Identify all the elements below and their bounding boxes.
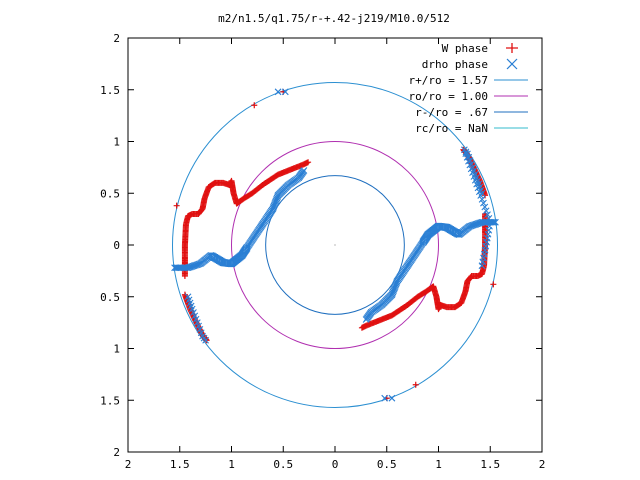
x-tick-label: 1.5: [480, 458, 500, 471]
drho-phase-point: [469, 169, 476, 177]
drho-phase-point: [481, 203, 489, 211]
y-tick-label: 1.5: [100, 84, 120, 97]
drho-phase-point: [480, 199, 487, 207]
x-tick-label: 1: [435, 458, 442, 471]
y-tick-label: 1.5: [100, 394, 120, 407]
legend-label: rc/ro = NaN: [415, 122, 488, 135]
x-tick-label: 2: [539, 458, 546, 471]
drho-phase-point: [478, 195, 486, 203]
legend-label: ro/ro = 1.00: [409, 90, 488, 103]
drho-phase-series: [171, 88, 499, 402]
x-tick-label: 1.5: [170, 458, 190, 471]
y-tick-label: 0: [113, 239, 120, 252]
drho-phase-point: [462, 150, 470, 157]
w-phase-point: [251, 102, 258, 109]
origin-dot: [334, 244, 336, 246]
drho-phase-point: [422, 234, 430, 242]
drho-phase-point: [485, 215, 493, 222]
drho-phase-point: [300, 167, 308, 174]
drho-phase-point: [467, 165, 475, 173]
reference-circle: [231, 141, 439, 349]
drho-phase-point: [470, 173, 478, 180]
x-tick-label: 0.5: [273, 458, 293, 471]
drho-phase-point: [281, 88, 289, 96]
drho-phase-point: [473, 180, 481, 188]
drho-phase-point: [465, 157, 472, 165]
y-tick-label: 2: [113, 446, 120, 459]
drho-phase-point: [381, 394, 389, 402]
w-phase-series: [173, 88, 497, 402]
legend-label: drho phase: [422, 58, 488, 71]
drho-phase-point: [477, 192, 485, 199]
drho-phase-point: [274, 88, 282, 96]
chart-title: m2/n1.5/q1.75/r-+.42-j219/M10.0/512: [218, 12, 450, 25]
legend: W phase drho phase r+/ro = 1.57 ro/ro = 1.0…: [409, 42, 528, 135]
drho-phase-point: [421, 235, 429, 243]
w-phase-point: [412, 381, 419, 388]
w-phase-point: [305, 159, 312, 166]
x-tick-label: 1: [228, 458, 235, 471]
drho-phase-point: [445, 225, 453, 233]
drho-phase-point: [463, 154, 471, 161]
w-phase-point: [173, 202, 180, 209]
plot-axes: 2 1.5 1 0.5 0 0.5 1 1.5 221.510.500.511.52: [100, 32, 545, 471]
legend-swatch: [506, 43, 518, 53]
x-tick-label: 0: [332, 458, 339, 471]
drho-phase-point: [362, 316, 370, 323]
drho-phase-point: [475, 188, 483, 196]
drho-phase-point: [460, 146, 468, 154]
drho-phase-point: [474, 184, 482, 192]
w-phase-point: [358, 324, 365, 331]
legend-label: W phase: [442, 42, 488, 55]
drho-phase-point: [482, 207, 490, 215]
legend-label: r+/ro = 1.57: [409, 74, 488, 87]
drho-phase-point: [202, 336, 210, 344]
drho-phase-point: [242, 245, 250, 253]
legend-swatch: [506, 58, 518, 70]
drho-phase-point: [241, 247, 249, 255]
drho-phase-point: [466, 161, 474, 169]
data-points: [171, 88, 499, 402]
drho-phase-point: [419, 238, 427, 246]
reference-circles: [172, 82, 498, 408]
drho-phase-point: [478, 262, 486, 270]
x-tick-label: 0.5: [377, 458, 397, 471]
y-tick-label: 0.5: [100, 291, 120, 304]
drho-phase-point: [484, 211, 491, 218]
y-tick-label: 0.5: [100, 187, 120, 200]
reference-circle: [172, 82, 498, 408]
drho-phase-point: [217, 257, 225, 265]
drho-phase-point: [388, 394, 396, 402]
y-tick-label: 2: [113, 32, 120, 45]
w-phase-point: [490, 281, 497, 288]
drho-phase-point: [471, 176, 479, 184]
y-tick-label: 1: [113, 343, 120, 356]
x-tick-label: 2: [125, 458, 132, 471]
legend-label: r-/ro = .67: [415, 106, 488, 119]
drho-phase-point: [420, 237, 428, 245]
y-tick-label: 1: [113, 136, 120, 149]
drho-phase-point: [240, 248, 248, 256]
reference-circle: [265, 175, 405, 315]
drho-phase-point: [243, 244, 251, 252]
